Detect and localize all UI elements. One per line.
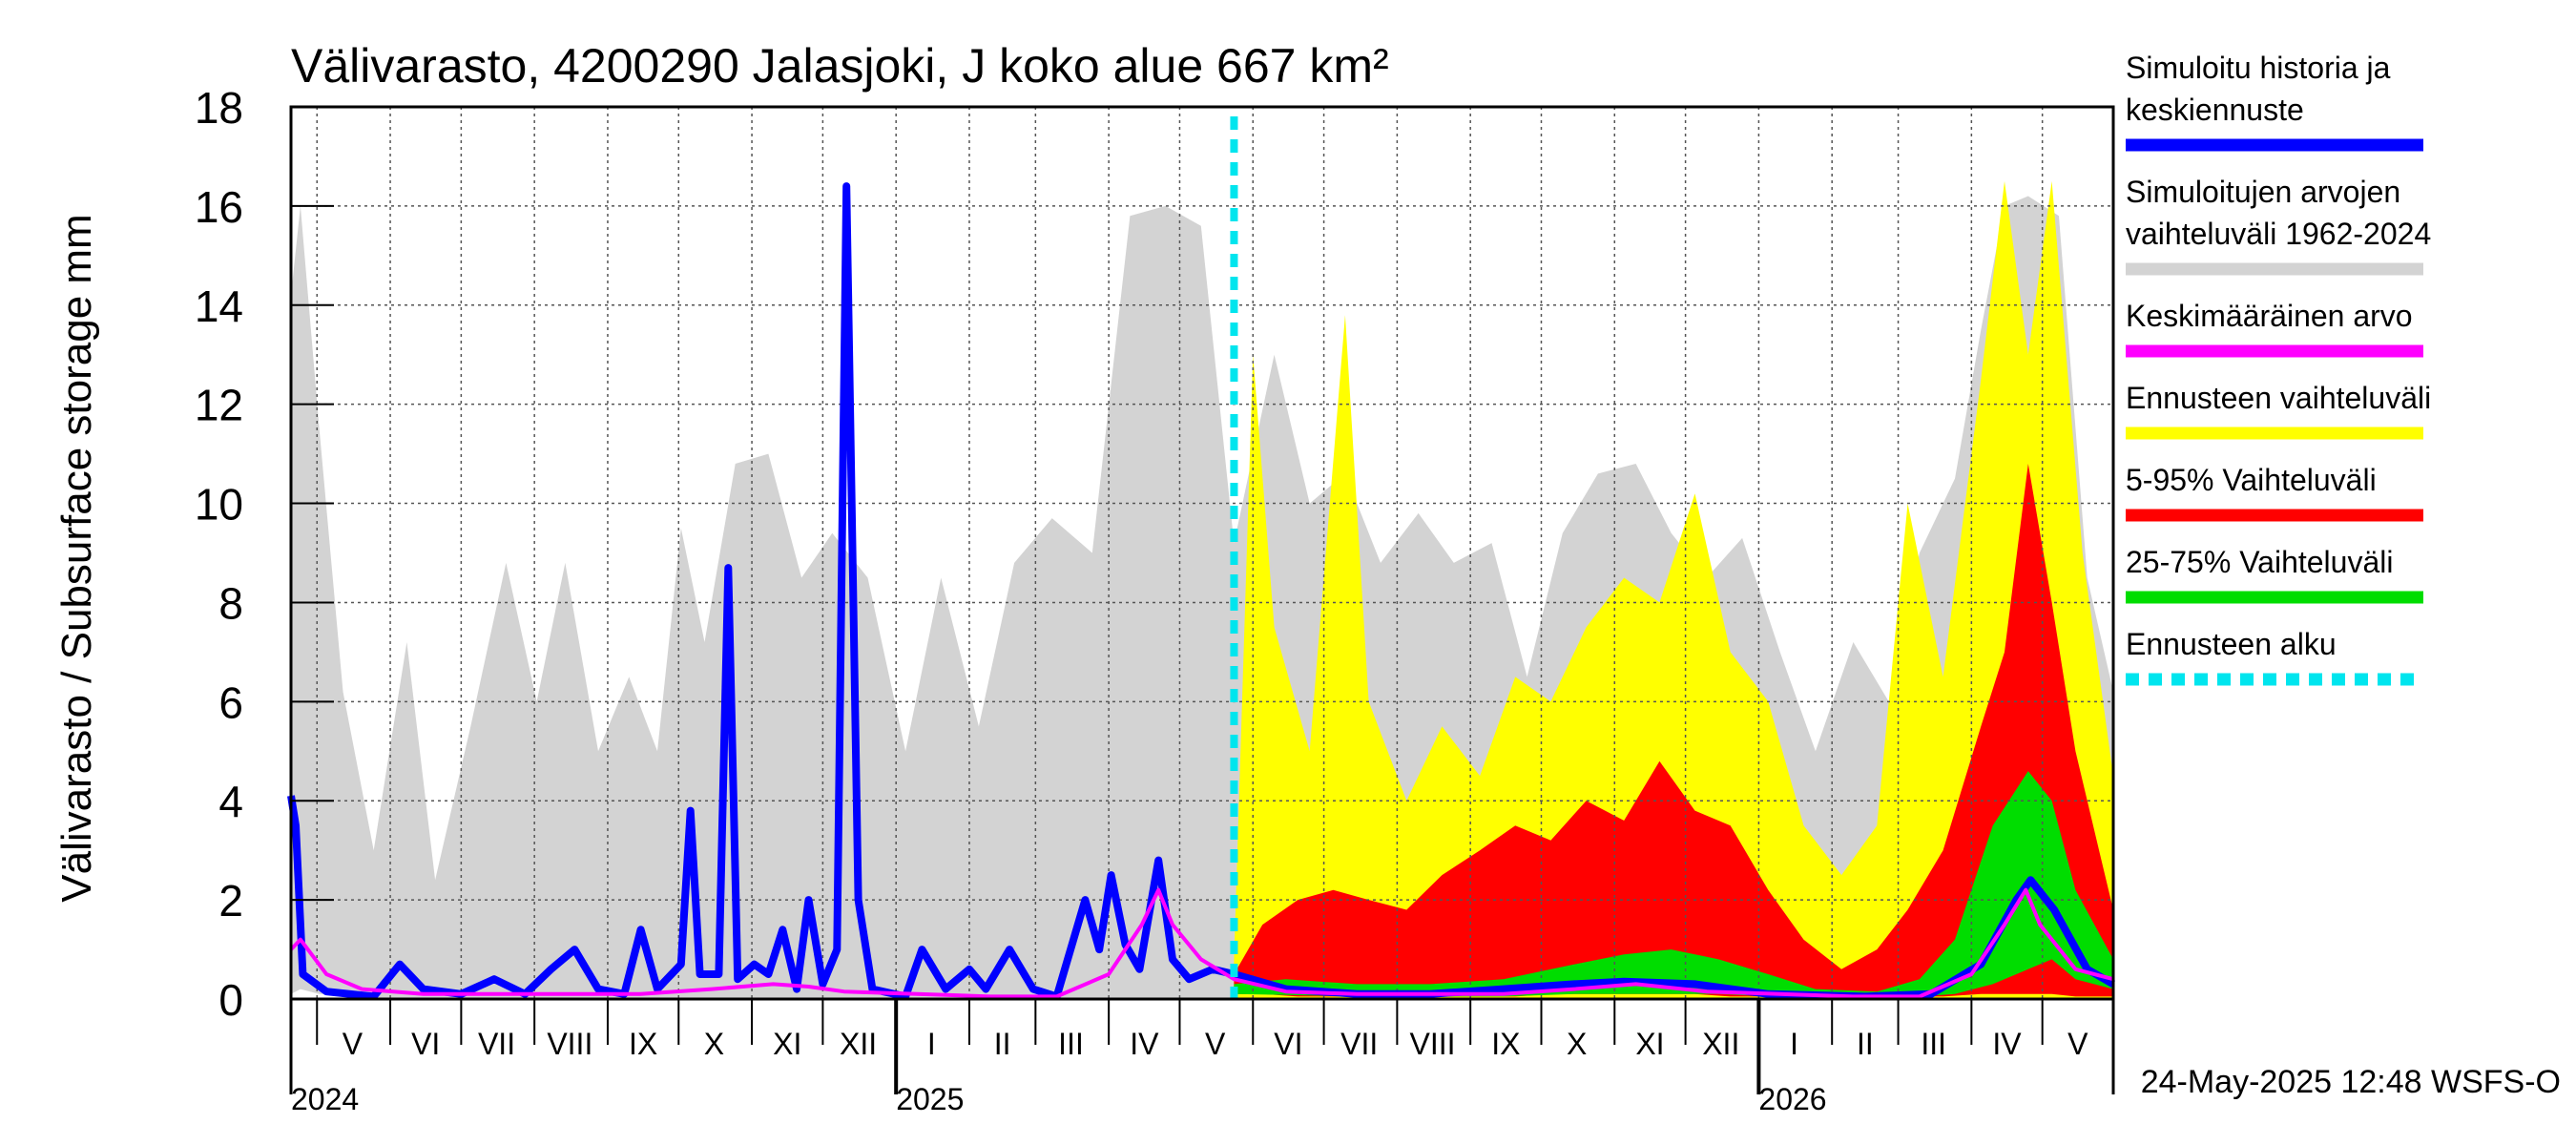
x-tick-label-month: XII (1702, 1027, 1739, 1061)
legend-label: 5-95% Vaihteluväli (2126, 463, 2377, 497)
x-tick-label-month: IV (1992, 1027, 2022, 1061)
band-25-75-vaihteluv-li (1234, 771, 2113, 997)
x-tick-label-month: V (343, 1027, 364, 1061)
y-tick-label: 8 (218, 578, 243, 628)
y-tick-label: 4 (218, 777, 243, 826)
legend-label: 25-75% Vaihteluväli (2126, 545, 2393, 579)
x-tick-label-month: I (1790, 1027, 1798, 1061)
x-tick-label-month: I (927, 1027, 936, 1061)
x-tick-label-year: 2025 (896, 1082, 964, 1116)
y-tick-label: 16 (195, 182, 243, 232)
x-tick-label-month: III (1921, 1027, 1946, 1061)
x-tick-label-year: 2024 (291, 1082, 359, 1116)
plot-frame (289, 105, 2115, 1001)
legend: Simuloitu historia ja keskiennuste Simuloi… (2126, 51, 2431, 686)
legend-label: Ennusteen vaihteluväli (2126, 381, 2431, 415)
series-lines (287, 116, 2115, 1001)
legend-label: Simuloitujen arvojen (2126, 175, 2400, 209)
x-tick-label-month: VIII (547, 1027, 592, 1061)
y-tick-label: 10 (195, 480, 243, 530)
x-tick-label-month: VII (1340, 1027, 1378, 1061)
legend-label: Simuloitu historia ja (2126, 51, 2391, 85)
x-tick-label-month: VIII (1410, 1027, 1456, 1061)
grid-lines (291, 107, 2113, 999)
series-simuloitu-historia-ja-keskiennuste (287, 182, 2115, 1001)
chart-title: Välivarasto, 4200290 Jalasjoki, J koko a… (291, 39, 1389, 93)
legend-label: Keskimääräinen arvo (2126, 299, 2413, 333)
y-tick-label: 14 (195, 281, 243, 331)
x-tick-label-month: II (994, 1027, 1011, 1061)
y-axis-label: Välivarasto / Subsurface storage mm (53, 214, 100, 902)
x-tick-label-month: XII (840, 1027, 877, 1061)
x-tick-label-month: VI (1274, 1027, 1302, 1061)
series-keskim-r-inen-arvo (289, 887, 2114, 999)
x-tick-label-year: 2026 (1758, 1082, 1826, 1116)
x-tick-label-month: XI (1635, 1027, 1664, 1061)
legend-label: Ennusteen alku (2126, 627, 2337, 661)
x-tick-label-month: V (2067, 1027, 2088, 1061)
x-tick-label-month: III (1058, 1027, 1084, 1061)
x-tick-label-month: X (1567, 1027, 1587, 1061)
y-tick-label: 2 (218, 876, 243, 926)
footer-timestamp: 24-May-2025 12:48 WSFS-O (2141, 1064, 2561, 1100)
range-bands (291, 180, 2113, 999)
x-tick-label-month: II (1857, 1027, 1874, 1061)
x-tick-label-month: V (1205, 1027, 1226, 1061)
x-tick-label-month: IX (629, 1027, 657, 1061)
x-tick-label-month: IX (1491, 1027, 1520, 1061)
x-tick-label-month: VI (411, 1027, 440, 1061)
y-tick-label: 12 (195, 381, 243, 430)
y-tick-label: 18 (195, 83, 243, 133)
y-tick-label: 0 (218, 975, 243, 1025)
legend-label: keskiennuste (2126, 93, 2304, 127)
x-tick-label-month: IV (1130, 1027, 1159, 1061)
x-tick-label-month: VII (478, 1027, 515, 1061)
legend-label: vaihteluväli 1962-2024 (2126, 217, 2431, 251)
band-ennusteen-vaihteluv-li (1234, 180, 2113, 999)
x-tick-label-month: X (704, 1027, 724, 1061)
x-tick-label-month: XI (773, 1027, 801, 1061)
y-tick-label: 6 (218, 677, 243, 727)
